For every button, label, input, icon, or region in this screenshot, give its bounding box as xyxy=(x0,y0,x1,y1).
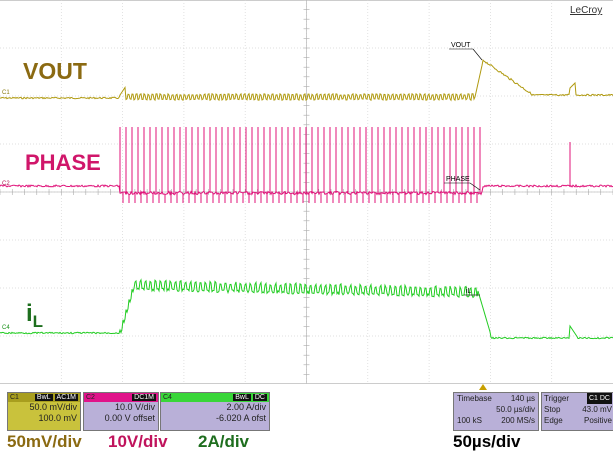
c4-scale-summary: 2A/div xyxy=(198,432,250,451)
c1-scale: 50.0 mV/div xyxy=(29,402,77,412)
c1-tag-bwl: BwL xyxy=(34,394,53,401)
c4-channel-box[interactable]: C4 BwL DC 2.00 A/div -6.020 A ofst xyxy=(160,392,270,431)
c2-offset: 0.00 V offset xyxy=(104,413,155,423)
c1-channel-box[interactable]: C1 BwL AC1M 50.0 mV/div 100.0 mV xyxy=(7,392,81,431)
c4-marker: C4 xyxy=(2,325,10,331)
c4-tag-bwl: BwL xyxy=(233,394,251,401)
c1-scale-summary: 50mV/div xyxy=(7,432,82,451)
c1-marker: C1 xyxy=(2,90,10,96)
lecroy-logo: LeCroy xyxy=(570,5,603,16)
timebase-delay: 140 µs xyxy=(510,394,535,403)
timebase-samples: 100 kS xyxy=(457,416,482,425)
il-label-sub: L xyxy=(32,311,44,331)
timebase-title: Timebase xyxy=(457,394,492,403)
c2-scale: 10.0 V/div xyxy=(114,402,155,412)
c4-id: C4 xyxy=(163,394,172,401)
vout-annotation: VOUT xyxy=(449,42,483,61)
inductor-current-trace xyxy=(0,278,613,340)
timebase-box[interactable]: Timebase 140 µs 50.0 µs/div 100 kS 200 MS/… xyxy=(453,392,539,431)
timebase-rate: 200 MS/s xyxy=(501,416,535,425)
phase-annotation: PHASE xyxy=(444,176,481,191)
trigger-level: 43.0 mV xyxy=(582,405,612,414)
c2-tag-coupling: DC1M xyxy=(132,394,156,401)
vout-trace xyxy=(0,59,613,102)
trigger-channel-tag: C1 DC xyxy=(586,393,612,404)
vout-annotation-text: VOUT xyxy=(451,42,471,49)
trigger-mode: Stop xyxy=(544,405,561,414)
oscilloscope-display: VOUT PHASE iL LeCroy VOUT PHASE iL C1 C2… xyxy=(0,0,613,385)
trigger-title: Trigger xyxy=(544,394,570,403)
il-annotation-text: iL xyxy=(466,288,472,295)
timebase-per-div: 50.0 µs/div xyxy=(496,405,535,414)
il-annotation: iL xyxy=(464,288,480,296)
c1-id: C1 xyxy=(10,394,19,401)
c1-offset: 100.0 mV xyxy=(38,413,77,423)
trigger-box[interactable]: Trigger C1 DC Stop 43.0 mV Edge Positive xyxy=(541,392,613,431)
c2-id: C2 xyxy=(86,394,95,401)
il-label-main: i xyxy=(26,300,33,327)
phase-label: PHASE xyxy=(25,150,101,175)
c4-tag-coupling: DC xyxy=(252,394,267,401)
trigger-slope: Positive xyxy=(583,416,612,425)
waveform-canvas: VOUT PHASE iL xyxy=(0,0,613,385)
c4-scale: 2.00 A/div xyxy=(226,402,266,412)
phase-annotation-text: PHASE xyxy=(446,176,470,183)
vout-label: VOUT xyxy=(23,58,87,84)
c4-offset: -6.020 A ofst xyxy=(215,413,266,423)
c2-marker: C2 xyxy=(2,181,10,187)
c2-scale-summary: 10V/div xyxy=(108,432,168,451)
c1-tag-coupling: AC1M xyxy=(54,394,78,401)
trigger-position-marker xyxy=(479,384,487,390)
phase-trace xyxy=(0,127,613,203)
timebase-scale-summary: 50µs/div xyxy=(453,432,521,451)
c2-channel-box[interactable]: C2 DC1M 10.0 V/div 0.00 V offset xyxy=(83,392,159,431)
il-label: iL xyxy=(26,300,43,332)
trigger-type: Edge xyxy=(544,416,563,425)
